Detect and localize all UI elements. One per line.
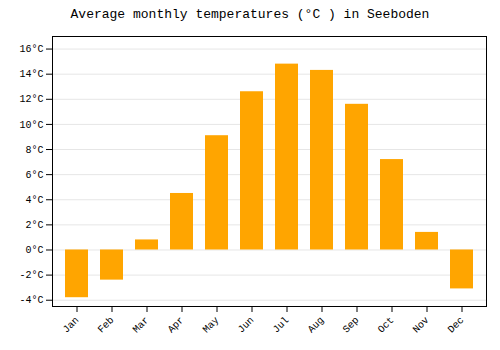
svg-text:Oct: Oct — [376, 315, 397, 336]
svg-text:Jan: Jan — [61, 315, 82, 336]
svg-text:14°C: 14°C — [19, 69, 43, 80]
svg-text:10°C: 10°C — [19, 120, 43, 131]
svg-text:May: May — [201, 315, 222, 336]
svg-text:6°C: 6°C — [25, 170, 43, 181]
svg-text:16°C: 16°C — [19, 44, 43, 55]
svg-text:Apr: Apr — [166, 315, 187, 336]
svg-text:-2°C: -2°C — [19, 270, 43, 281]
svg-text:Aug: Aug — [306, 315, 327, 336]
svg-text:Feb: Feb — [96, 315, 117, 336]
svg-text:Dec: Dec — [446, 315, 467, 336]
svg-text:2°C: 2°C — [25, 220, 43, 231]
svg-text:Nov: Nov — [411, 315, 432, 336]
svg-text:Jun: Jun — [236, 315, 257, 336]
svg-text:Mar: Mar — [131, 315, 152, 336]
svg-text:Jul: Jul — [271, 315, 292, 336]
svg-text:4°C: 4°C — [25, 195, 43, 206]
svg-text:-4°C: -4°C — [19, 295, 43, 306]
svg-text:Sep: Sep — [341, 315, 362, 336]
svg-text:8°C: 8°C — [25, 145, 43, 156]
svg-text:0°C: 0°C — [25, 245, 43, 256]
html-text:Average monthly temperatures (: Average monthly temperatures (°C ) in Se… — [70, 7, 430, 22]
svg-text:12°C: 12°C — [19, 94, 43, 105]
